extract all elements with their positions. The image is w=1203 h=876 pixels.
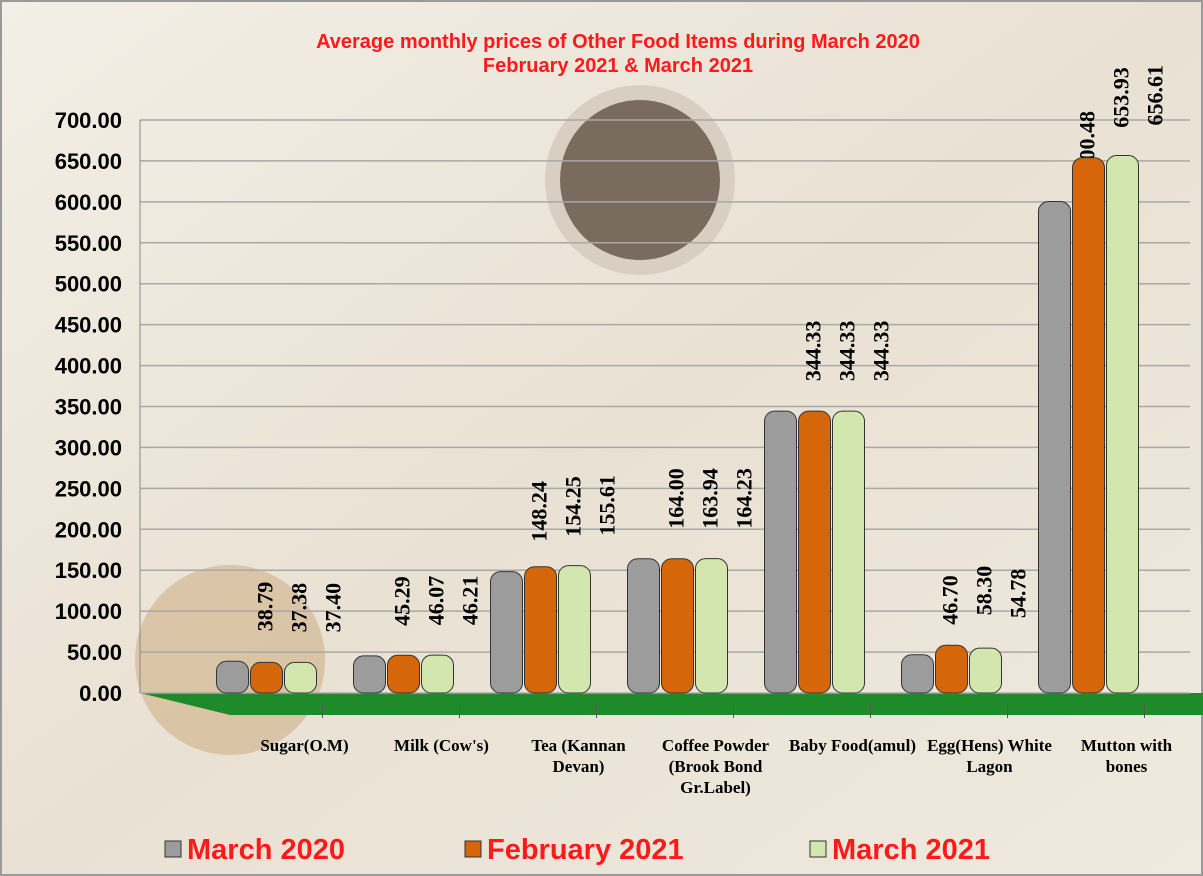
bar <box>696 559 728 693</box>
y-tick-label: 350.00 <box>55 395 122 420</box>
legend-label: February 2021 <box>487 834 684 866</box>
legend-swatch <box>810 841 826 857</box>
bar <box>902 655 934 693</box>
data-label: 154.25 <box>561 476 586 537</box>
y-tick-label: 450.00 <box>55 313 122 338</box>
data-label: 37.40 <box>321 583 346 633</box>
bar <box>217 661 249 693</box>
data-label: 155.61 <box>595 475 620 536</box>
bar <box>251 662 283 693</box>
data-label: 54.78 <box>1006 569 1031 619</box>
chart-container: Average monthly prices of Other Food Ite… <box>0 0 1203 876</box>
legend-swatch <box>165 841 181 857</box>
decor <box>560 100 720 260</box>
x-tick-label: Tea (Kannan Devan) <box>513 735 645 777</box>
data-label: 164.00 <box>664 468 689 529</box>
bar <box>491 572 523 693</box>
bar <box>354 656 386 693</box>
bar <box>525 567 557 693</box>
y-tick-label: 400.00 <box>55 354 122 379</box>
data-label: 46.07 <box>424 576 449 626</box>
bar <box>936 645 968 693</box>
floor <box>140 693 1203 715</box>
data-label: 344.33 <box>869 321 894 382</box>
x-tick-label: Coffee Powder (Brook Bond Gr.Label) <box>650 735 782 798</box>
data-label: 344.33 <box>801 321 826 382</box>
data-label: 148.24 <box>527 481 552 542</box>
data-label: 38.79 <box>253 582 278 632</box>
data-label: 45.29 <box>390 576 415 626</box>
y-tick-label: 250.00 <box>55 476 122 501</box>
data-label: 164.23 <box>732 468 757 529</box>
data-label: 46.70 <box>938 575 963 625</box>
y-tick-label: 700.00 <box>55 108 122 133</box>
y-tick-label: 100.00 <box>55 599 122 624</box>
y-tick-label: 500.00 <box>55 272 122 297</box>
bar <box>285 662 317 693</box>
bar <box>765 411 797 693</box>
bar <box>1039 201 1071 693</box>
legend-label: March 2021 <box>832 834 990 866</box>
data-label: 46.21 <box>458 576 483 626</box>
bar <box>388 655 420 693</box>
bar <box>799 411 831 693</box>
bar <box>628 559 660 693</box>
y-tick-label: 650.00 <box>55 149 122 174</box>
x-tick-label: Egg(Hens) White Lagon <box>924 735 1056 777</box>
y-tick-label: 50.00 <box>67 640 122 665</box>
bar <box>662 559 694 693</box>
x-tick-label: Milk (Cow's) <box>376 735 508 756</box>
data-label: 653.93 <box>1109 67 1134 128</box>
y-tick-label: 550.00 <box>55 231 122 256</box>
x-tick-label: Baby Food(amul) <box>787 735 919 756</box>
y-tick-label: 200.00 <box>55 517 122 542</box>
bar <box>1107 156 1139 693</box>
x-tick-label: Sugar(O.M) <box>239 735 371 756</box>
legend-label: March 2020 <box>187 834 345 866</box>
x-tick-label: Mutton with bones <box>1061 735 1193 777</box>
data-label: 58.30 <box>972 566 997 616</box>
y-tick-label: 300.00 <box>55 435 122 460</box>
data-label: 37.38 <box>287 583 312 633</box>
y-tick-label: 600.00 <box>55 190 122 215</box>
data-label: 344.33 <box>835 321 860 382</box>
chart-subtitle: February 2021 & March 2021 <box>483 55 753 77</box>
bar <box>970 648 1002 693</box>
chart-title: Average monthly prices of Other Food Ite… <box>316 31 920 53</box>
bar <box>1073 158 1105 693</box>
y-tick-label: 0.00 <box>79 681 122 706</box>
bar <box>833 411 865 693</box>
data-label: 656.61 <box>1143 65 1168 126</box>
bar <box>559 566 591 693</box>
bar <box>422 655 454 693</box>
data-label: 163.94 <box>698 468 723 529</box>
legend-swatch <box>465 841 481 857</box>
y-tick-label: 150.00 <box>55 558 122 583</box>
